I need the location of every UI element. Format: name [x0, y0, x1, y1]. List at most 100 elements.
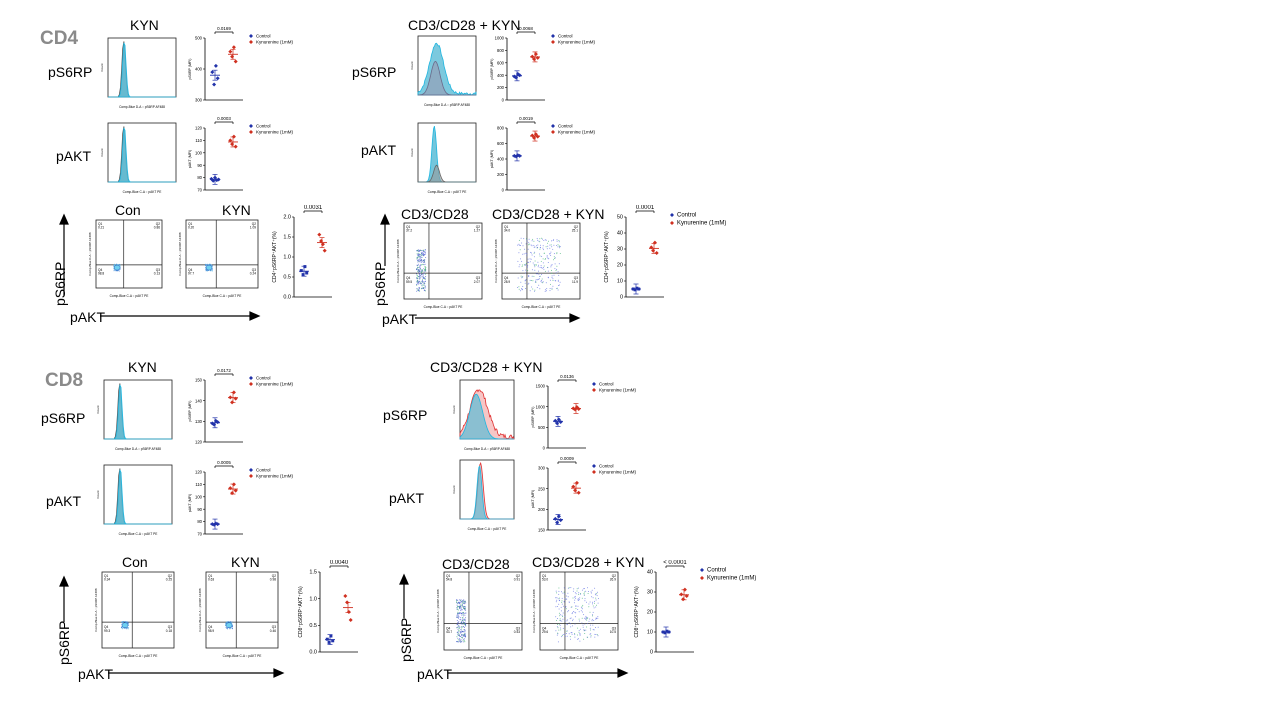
- kynurenine-point: [348, 618, 353, 622]
- kynurenine-point: [317, 232, 322, 237]
- kynurenine-point: [322, 248, 327, 253]
- quadrant-x-axis-label: Comp-Blue C-A :: pAKT PE: [119, 654, 158, 658]
- y-tick-label: 110: [195, 482, 202, 487]
- legend-label: Control: [256, 34, 271, 39]
- control-point: [665, 629, 669, 633]
- kynurenine-point: [230, 491, 235, 496]
- cd8-cd3-ps6rp-label: pS6RP: [383, 407, 428, 423]
- y-tick-label: 1.5: [309, 570, 317, 576]
- y-tick-label: 100: [195, 494, 203, 499]
- histogram-frame: [107, 37, 177, 98]
- cd4-kyn-pakt-histogram: Comp-Blue C-A :: pAKT PE Count: [100, 122, 177, 194]
- y-tick-label: 150: [538, 528, 546, 533]
- kynurenine-point: [571, 484, 576, 489]
- cd8-kyn-x-arrowhead: [273, 668, 285, 678]
- cd8-cd3-quad-x-label: pAKT: [417, 666, 453, 682]
- y-axis-label: pAKT (MFI): [531, 490, 535, 509]
- control-point: [210, 70, 215, 75]
- quadrant-label-q2: Q2 0.86: [154, 222, 160, 230]
- control-point: [635, 286, 639, 290]
- histogram-y-axis-label: Count: [452, 405, 456, 413]
- control-point: [556, 514, 561, 519]
- legend-marker: [592, 464, 596, 468]
- cd4-quad-kyn-title: KYN: [222, 202, 251, 218]
- cd4-kyn-quad-x-label: pAKT: [70, 309, 106, 325]
- cd8-cd3-pakt-dotplot: 300 250 200 150 pAKT (MFI) 0.0009 ControlKynur…: [531, 456, 637, 533]
- quadrant-label-q1: Q1 34.0: [504, 225, 510, 233]
- y-tick-label: 1000: [495, 36, 505, 41]
- quadrant-label-q3: Q3 10.5: [610, 626, 616, 634]
- histogram-kyn-curve: [104, 469, 172, 525]
- y-tick-label: 300: [195, 98, 203, 103]
- scatter-events: [416, 249, 427, 292]
- cd8-cd3-y-arrowhead: [399, 573, 409, 585]
- kynurenine-point: [533, 52, 538, 57]
- legend-marker: [551, 124, 555, 128]
- cd8-quad-cd3kyn-title: CD3/CD28 + KYN: [532, 554, 645, 570]
- y-tick-label: 500: [195, 36, 203, 41]
- y-tick-label: 10: [617, 279, 623, 285]
- histogram-frame: [103, 464, 173, 525]
- y-tick-label: 50: [617, 215, 623, 221]
- scatter-events: [517, 237, 561, 292]
- legend-marker: [592, 470, 596, 474]
- quadrant-label-q3: Q3 11.9: [572, 276, 578, 284]
- y-tick-label: 80: [197, 519, 202, 524]
- quadrant-x-axis-label: Comp-Blue C-A :: pAKT PE: [110, 294, 149, 298]
- quadrant-label-q1: Q1 53.0: [542, 574, 548, 582]
- p-value-label: 0.0001: [636, 205, 655, 211]
- dense-population: [121, 622, 129, 628]
- histogram-y-axis-label: Count: [410, 61, 414, 69]
- y-tick-label: 20: [647, 610, 653, 616]
- dense-population: [205, 264, 213, 271]
- y-tick-label: 1000: [536, 404, 546, 409]
- legend-marker: [700, 576, 704, 580]
- kynurenine-point: [230, 54, 235, 59]
- cd8-kyn-ps6rp-dotplot: 150 140 130 120 pS6RP (MFI) 0.0172 ControlKynu…: [188, 368, 294, 445]
- quadrant-y-axis-label: Comp-Blue D-A :: pS6RP AF488: [198, 588, 202, 631]
- histogram-frame: [459, 459, 515, 520]
- y-tick-label: 70: [197, 188, 202, 193]
- quadrant-frame: [185, 219, 259, 289]
- kynurenine-point: [228, 486, 233, 491]
- kynurenine-point: [343, 594, 348, 598]
- legend-marker: [592, 382, 596, 386]
- y-tick-label: 600: [497, 141, 505, 146]
- scatter-events: [555, 587, 599, 643]
- y-tick-label: 0: [543, 446, 546, 451]
- y-axis-label: pAKT (MFI): [490, 150, 494, 169]
- legend-marker: [249, 124, 253, 128]
- cd4-cd3-ps6rp-histogram: Comp-Blue D-A :: pS6RP AF488 Count: [410, 35, 477, 107]
- p-value-label: 0.0019: [519, 116, 533, 121]
- cd4-cd3-title: CD3/CD28 + KYN: [408, 17, 521, 33]
- kynurenine-point: [233, 488, 238, 493]
- cd4-cd3-pakt-histogram: Comp-Blue C-A :: pAKT PE Count: [410, 122, 477, 194]
- legend-marker: [551, 34, 555, 38]
- y-axis-label: pS6RP (MFI): [490, 59, 494, 80]
- cd4-cd3-quad-dotplot: 50 40 30 20 10 0 CD4⁺pS6RP⁺AKT⁺(%) 0.0001 Contro…: [604, 205, 726, 301]
- cd4-cd3-pakt-label: pAKT: [361, 142, 397, 158]
- y-tick-label: 40: [647, 570, 653, 576]
- y-tick-label: 0: [620, 295, 623, 301]
- legend-marker: [700, 568, 704, 572]
- cd8-cd3-ps6rp-dotplot: 1500 1000 500 0 pS6RP (MFI) 0.0136 ControlKynu…: [531, 374, 637, 451]
- cd8-cd3-title: CD3/CD28 + KYN: [430, 359, 543, 375]
- cd4-kyn-ps6rp-dotplot: 500 400 300 pS6RP (MFI) 0.0169 ControlKynuren…: [188, 26, 294, 103]
- histogram-x-axis-label: Comp-Blue C-A :: pAKT PE: [119, 532, 158, 536]
- cd4-cd3-quad-x-label: pAKT: [382, 311, 418, 327]
- legend-marker: [249, 468, 253, 472]
- histogram-frame: [107, 122, 177, 183]
- y-tick-label: 800: [497, 48, 505, 53]
- y-tick-label: 1.0: [283, 255, 291, 261]
- y-tick-label: 110: [195, 138, 202, 143]
- histogram-x-axis-label: Comp-Blue C-A :: pAKT PE: [428, 190, 467, 194]
- y-tick-label: 30: [647, 590, 653, 596]
- quadrant-y-axis-label: Comp-Blue D-A :: pS6RP AF488: [396, 239, 400, 282]
- legend-label: Kynurenine (1mM): [256, 130, 294, 135]
- y-axis-label: CD4⁺pS6RP⁺AKT⁺(%): [272, 231, 278, 283]
- dense-population: [113, 264, 121, 271]
- quadrant-y-axis-label: Comp-Blue D-A :: pS6RP AF488: [94, 588, 98, 631]
- legend-marker: [249, 34, 253, 38]
